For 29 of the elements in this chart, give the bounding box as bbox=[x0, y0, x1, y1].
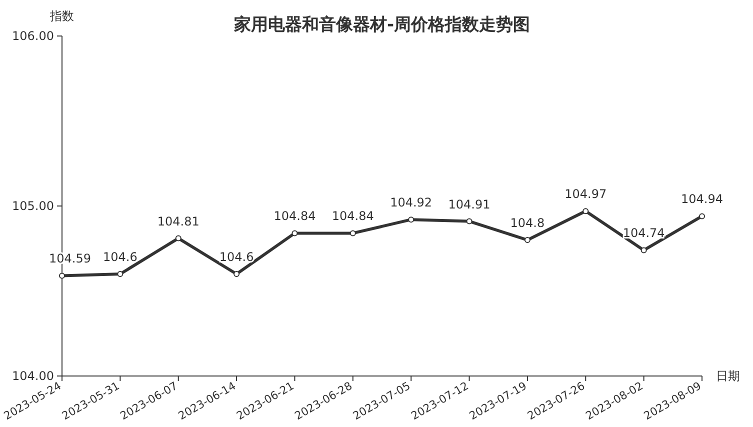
x-axis-title: 日期 bbox=[716, 369, 740, 383]
point bbox=[117, 271, 124, 277]
data-label: 104.94 bbox=[681, 192, 723, 206]
data-label: 104.97 bbox=[564, 187, 607, 202]
point bbox=[640, 247, 647, 254]
point bbox=[350, 230, 356, 236]
point bbox=[699, 213, 705, 220]
y-tick-label: 106.00 bbox=[12, 29, 54, 43]
data-label: 104.84 bbox=[274, 209, 316, 224]
data-label: 104.91 bbox=[448, 197, 490, 212]
y-axis-title: 指数 bbox=[49, 9, 74, 23]
point bbox=[524, 237, 530, 243]
point bbox=[234, 271, 240, 277]
y-tick-label: 105.00 bbox=[12, 199, 54, 213]
data-label: 104.84 bbox=[332, 209, 374, 224]
point bbox=[582, 208, 589, 214]
point bbox=[175, 235, 182, 242]
data-label: 104.6 bbox=[219, 250, 254, 264]
data-label: 104.8 bbox=[510, 216, 545, 230]
point bbox=[59, 272, 65, 279]
data-label: 104.74 bbox=[622, 226, 665, 240]
data-label: 104.81 bbox=[157, 214, 200, 228]
y-tick-label: 104.00 bbox=[12, 369, 54, 383]
data-label: 104.92 bbox=[390, 196, 432, 210]
point bbox=[466, 218, 472, 224]
chart-title: 家用电器和音像器材-周价格指数走势图 bbox=[232, 15, 530, 35]
point bbox=[408, 216, 414, 223]
data-label: 104.6 bbox=[103, 250, 138, 264]
point bbox=[292, 230, 298, 236]
